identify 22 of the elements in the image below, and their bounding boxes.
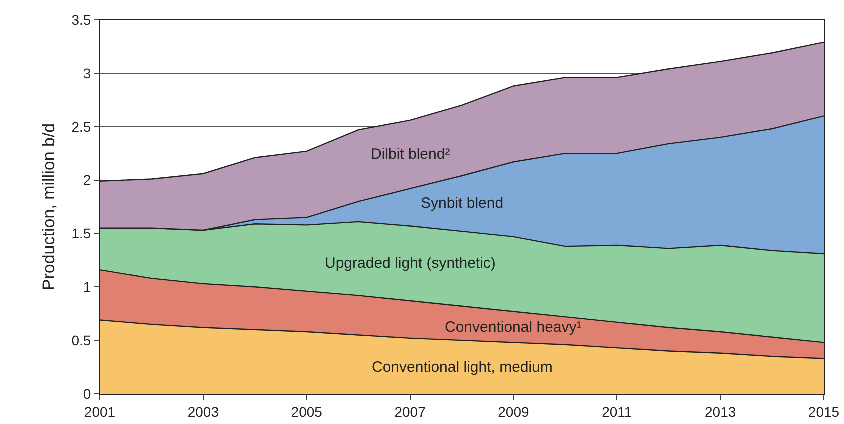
series-label: Upgraded light (synthetic) <box>325 255 496 272</box>
x-tick-label: 2011 <box>602 404 632 420</box>
y-tick-label: 0 <box>83 386 92 402</box>
x-tick-label: 2015 <box>808 404 840 420</box>
series-label: Synbit blend <box>421 195 504 212</box>
x-tick-label: 2009 <box>498 404 530 420</box>
series-label: Conventional light, medium <box>372 359 553 376</box>
x-tick-label: 2013 <box>704 404 736 420</box>
y-tick-label: 3 <box>83 65 92 82</box>
y-tick-label: 2.5 <box>72 118 92 135</box>
series-label: Conventional heavy¹ <box>445 319 582 336</box>
y-axis-title: Production, million b/d <box>39 123 58 291</box>
y-tick-label: 0.5 <box>72 332 92 348</box>
x-tick-label: 2003 <box>188 404 220 420</box>
series-label: Dilbit blend² <box>371 146 450 163</box>
x-tick-label: 2007 <box>394 404 426 420</box>
x-tick-label: 2001 <box>84 404 116 420</box>
x-tick-label: 2005 <box>291 404 323 420</box>
y-tick-label: 1.5 <box>72 226 92 242</box>
y-tick-label: 3.5 <box>72 12 92 28</box>
y-tick-label: 1 <box>83 279 92 296</box>
y-tick-label: 2 <box>83 172 92 188</box>
